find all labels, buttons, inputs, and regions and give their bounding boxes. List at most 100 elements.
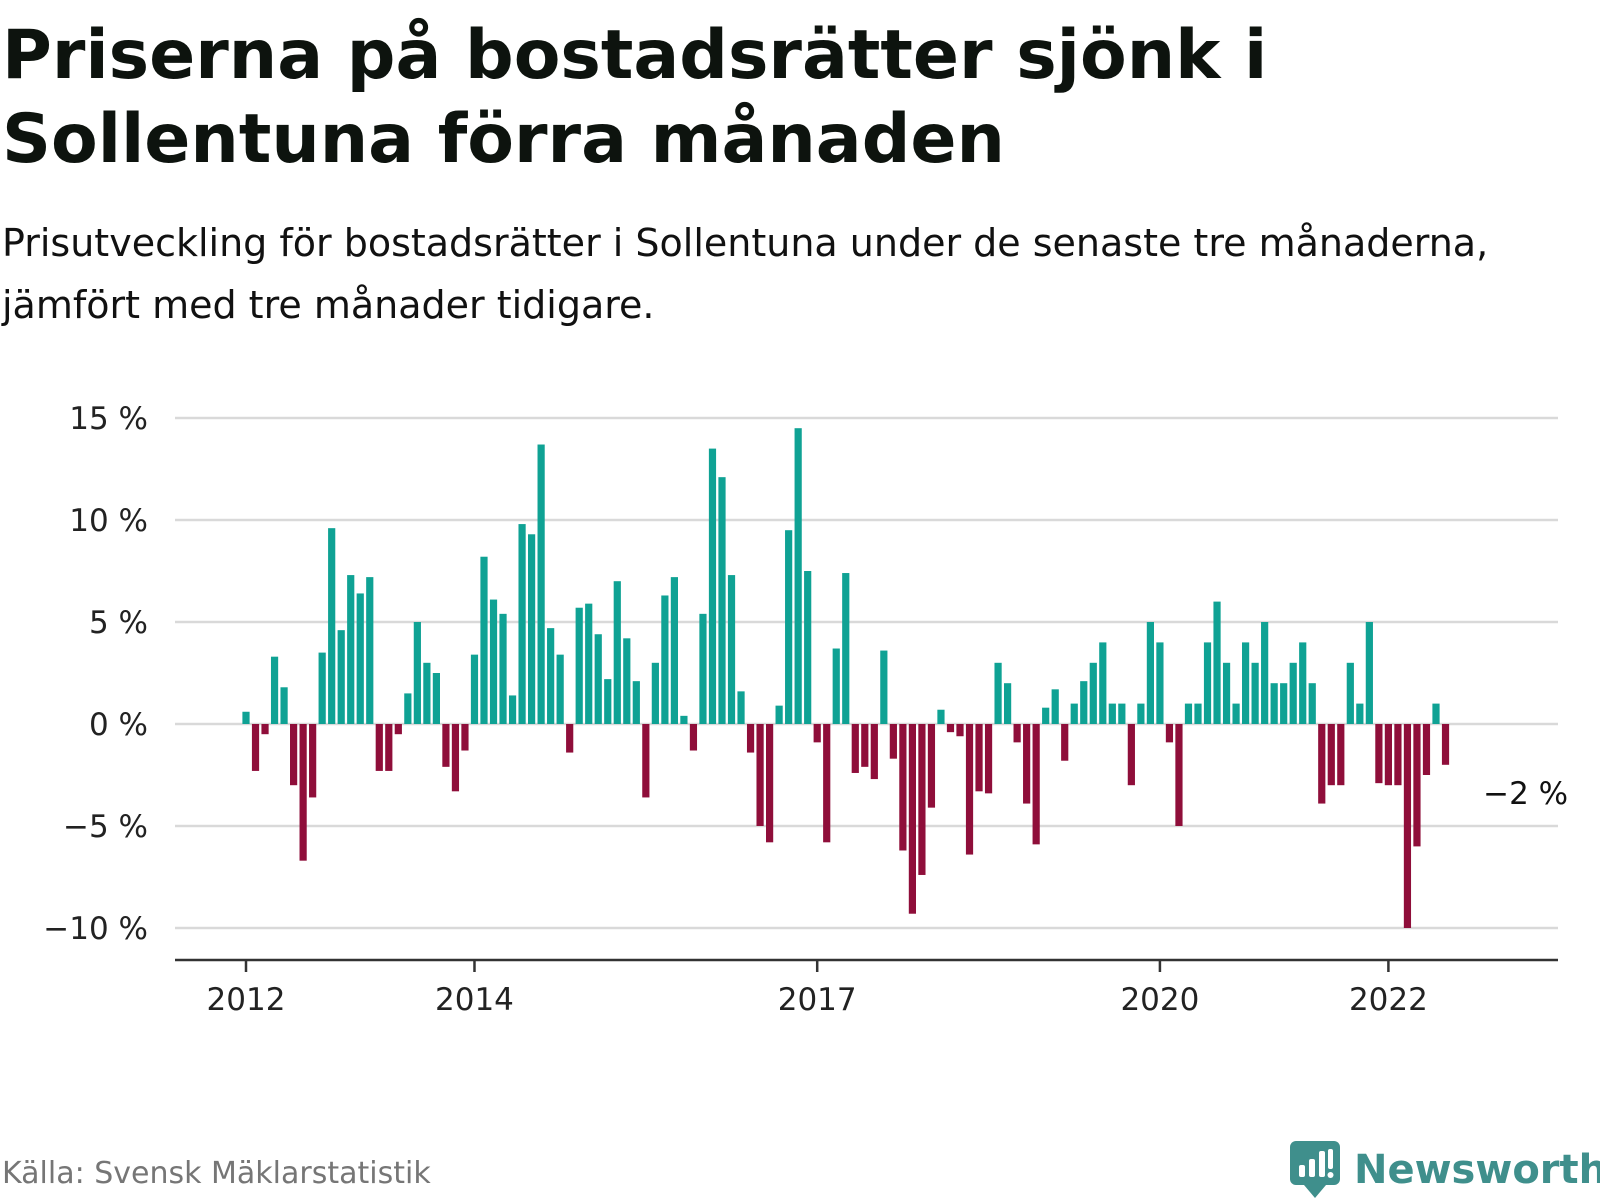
bar [651,662,659,724]
bar [1432,703,1440,724]
bar [1441,724,1450,765]
bar [1089,662,1097,724]
bar [1165,724,1174,743]
bar [1337,724,1345,786]
bar [937,709,945,724]
annotation-label: −2 % [1483,776,1568,812]
bar [1261,622,1269,724]
brand-name: Newsworthy [1354,1147,1600,1193]
bar [404,693,412,724]
bar [661,595,669,724]
bar [746,724,755,753]
bar [718,477,726,724]
bar [1137,703,1145,724]
bar [585,603,593,724]
bar [299,724,307,861]
bar [1070,703,1078,724]
bars [242,428,1450,928]
bar [813,724,821,743]
bar [832,648,840,724]
bar [918,724,926,875]
bar [1251,662,1259,724]
bar [1061,724,1069,761]
bar [470,654,479,724]
bar [556,654,564,724]
bar [1080,681,1088,724]
bar [1099,642,1107,724]
bar [508,695,517,724]
bar [518,524,526,724]
bar [242,711,250,724]
bar [804,571,812,724]
bar [756,724,764,826]
bar [309,724,317,798]
bar [1280,683,1288,724]
bar [1175,724,1183,826]
bar [861,724,869,767]
bar [347,575,355,724]
bar [432,673,440,724]
bar [794,428,802,724]
x-tick-label: 2017 [778,982,857,1018]
bar [328,528,336,724]
bar [1232,703,1240,724]
bar [566,724,574,753]
y-tick-label: −10 % [43,911,148,947]
bar [1346,662,1354,724]
bar [1222,662,1231,724]
bar [385,724,393,771]
bar [670,577,678,724]
newsworthy-icon [1290,1141,1340,1198]
bar [699,613,707,724]
bar [1118,703,1126,724]
bar [423,662,431,724]
chart-subtitle: Prisutveckling för bostadsrätter i Solle… [2,221,1489,327]
bar [290,724,298,786]
bar [480,556,488,724]
bar [394,724,402,735]
bar [775,705,783,724]
bar [1413,724,1421,847]
bar [499,613,507,724]
bar [489,599,498,724]
bar [689,724,698,751]
bar [1108,703,1116,724]
bar [1013,724,1021,743]
bar [766,724,774,843]
bar [1270,683,1278,724]
bar [908,724,916,914]
bar [1394,724,1402,786]
bar [1146,622,1154,724]
bar [632,681,640,724]
bar [528,534,536,724]
bar [680,715,688,724]
bar [1184,703,1193,724]
bar [1318,724,1326,804]
y-tick-label: 10 % [69,503,148,539]
bar [280,687,288,724]
bar [1156,642,1164,724]
bar [994,662,1002,724]
bar [442,724,450,767]
bar [1023,724,1031,804]
bar [604,679,612,724]
bar [1384,724,1392,786]
bar [1375,724,1383,784]
bar [318,652,326,724]
bar [575,607,583,724]
bar [613,581,621,724]
bar [737,691,745,724]
bar [1403,724,1412,928]
bar [1194,703,1202,724]
bar [727,575,736,724]
bar [366,577,374,724]
bar [1356,703,1364,724]
newsworthy-logo[interactable]: Newsworthy [1290,1140,1600,1200]
bar [537,444,545,724]
bar-chart: 15 % 10 % 5 % 0 % −5 % −10 % 2012 2014 2017 2020… [43,401,1569,1018]
bar [1042,707,1050,724]
bar [889,724,897,759]
y-tick-label: 0 % [89,707,148,743]
chart-title: Priserna på bostadsrätter sjönk i Sollen… [2,16,1268,179]
bar [870,724,878,780]
